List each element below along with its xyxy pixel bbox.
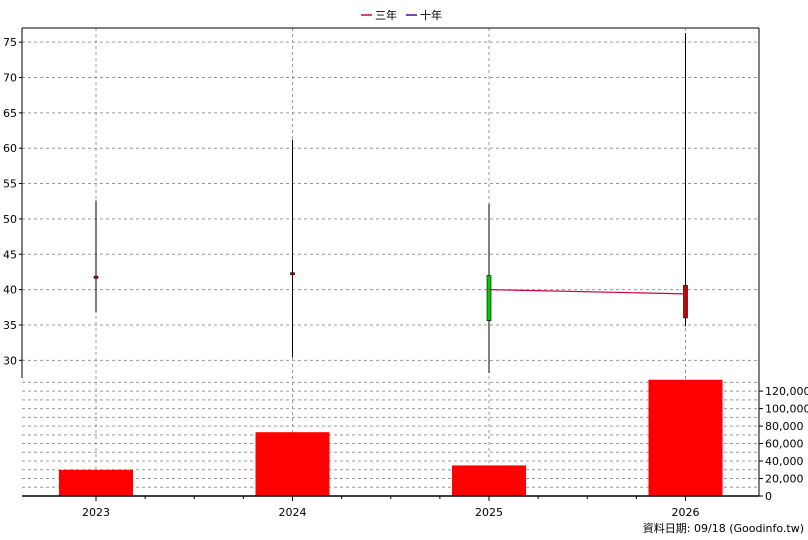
candle-body	[486, 275, 492, 322]
line-三年	[488, 289, 686, 295]
candle-2023	[93, 200, 99, 313]
candle-body	[290, 272, 295, 276]
x-tick-label: 2026	[672, 506, 700, 519]
source-note: 資料日期: 09/18 (Goodinfo.tw)	[643, 521, 804, 535]
volume-grid	[22, 381, 759, 488]
candles	[93, 32, 688, 374]
x-tick-label: 2025	[475, 506, 503, 519]
legend-label-three-year: 三年	[375, 8, 397, 22]
price-tick-label: 30	[3, 354, 17, 367]
volume-bar-2023	[59, 469, 133, 496]
volume-y-ticks: 0 20,000 40,000 60,000 80,000 100,000 120,000	[759, 385, 808, 503]
price-y-ticks: 30 35 40 45 50 55 60 65 70 75	[3, 36, 22, 367]
candle-2026	[683, 32, 688, 327]
volume-bars	[59, 379, 723, 496]
price-plot-area	[22, 28, 759, 378]
price-tick-label: 55	[3, 178, 17, 191]
price-tick-label: 35	[3, 319, 17, 332]
volume-tick-label: 100,000	[765, 403, 808, 416]
volume-tick-label: 0	[765, 490, 772, 503]
price-tick-label: 40	[3, 284, 17, 297]
volume-tick-label: 60,000	[765, 438, 804, 451]
volume-tick-label: 80,000	[765, 420, 804, 433]
x-tick-label: 2023	[82, 506, 110, 519]
x-axis: 2023 2024 2025 2026	[82, 496, 700, 519]
volume-panel: 0 20,000 40,000 60,000 80,000 100,000 120,000	[22, 378, 808, 503]
volume-tick-label: 40,000	[765, 455, 804, 468]
volume-bar-2024	[255, 432, 330, 496]
legend-label-ten-year: 十年	[420, 8, 442, 22]
price-tick-label: 45	[3, 248, 17, 261]
volume-bar-2026	[648, 379, 723, 496]
legend: 三年 十年	[361, 8, 442, 22]
candle-2025	[486, 204, 492, 374]
price-tick-label: 75	[3, 36, 17, 49]
candle-body	[93, 275, 99, 279]
price-tick-label: 70	[3, 71, 17, 84]
candle-body	[683, 285, 688, 319]
price-tick-label: 65	[3, 107, 17, 120]
average-lines	[488, 289, 686, 295]
price-tick-label: 60	[3, 142, 17, 155]
volume-tick-label: 20,000	[765, 473, 804, 486]
volume-bar-2025	[452, 465, 526, 496]
candle-2024	[290, 139, 295, 358]
price-tick-label: 50	[3, 213, 17, 226]
x-tick-label: 2024	[279, 506, 307, 519]
price-panel: 30 35 40 45 50 55 60 65 70 75	[3, 27, 760, 496]
volume-tick-label: 120,000	[765, 385, 808, 398]
